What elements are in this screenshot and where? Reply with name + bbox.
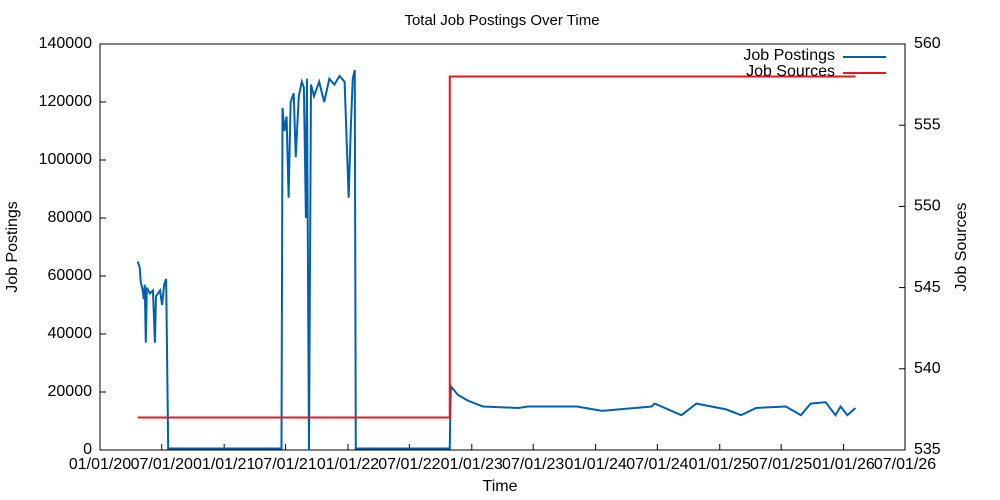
y2-tick-label: 540 xyxy=(914,360,941,377)
x-tick-label: 01/01/23 xyxy=(441,456,503,473)
y2-tick-label: 560 xyxy=(914,35,941,52)
x-tick-label: 07/01/23 xyxy=(502,456,564,473)
x-tick-label: 07/01/21 xyxy=(254,456,316,473)
x-tick-label: 01/01/24 xyxy=(564,456,626,473)
y-tick-label: 0 xyxy=(83,441,92,458)
y-tick-label: 120000 xyxy=(39,93,92,110)
y-tick-label: 140000 xyxy=(39,35,92,52)
x-tick-label: 01/01/21 xyxy=(193,456,255,473)
x-tick-label: 07/01/24 xyxy=(626,456,688,473)
y-tick-label: 80000 xyxy=(48,209,93,226)
legend-label: Job Postings xyxy=(743,47,835,64)
x-tick-label: 07/01/20 xyxy=(131,456,193,473)
plot-border xyxy=(99,43,906,451)
y2-tick-label: 535 xyxy=(914,441,941,458)
legend-label: Job Sources xyxy=(746,63,835,80)
x-tick-label: 07/01/22 xyxy=(378,456,440,473)
x-axis-label: Time xyxy=(483,478,518,495)
x-tick-label: 01/01/20 xyxy=(69,456,131,473)
y-tick-label: 40000 xyxy=(48,325,93,342)
y2-tick-label: 555 xyxy=(914,116,941,133)
y-axis-label: Job Postings xyxy=(4,201,21,293)
x-tick-label: 01/01/26 xyxy=(812,456,874,473)
data-line xyxy=(137,75,856,419)
y-tick-label: 100000 xyxy=(39,151,92,168)
data-line xyxy=(136,69,857,451)
x-tick-label: 07/01/26 xyxy=(874,456,936,473)
y2-tick-label: 545 xyxy=(914,279,941,296)
y-tick-label: 60000 xyxy=(48,267,93,284)
x-tick-label: 01/01/25 xyxy=(689,456,751,473)
x-tick-label: 01/01/22 xyxy=(317,456,379,473)
y2-axis-label: Job Sources xyxy=(953,203,970,292)
x-tick-label: 07/01/25 xyxy=(750,456,812,473)
y-tick-label: 20000 xyxy=(48,383,93,400)
y2-tick-label: 550 xyxy=(914,198,941,215)
chart-title: Total Job Postings Over Time xyxy=(404,12,599,29)
